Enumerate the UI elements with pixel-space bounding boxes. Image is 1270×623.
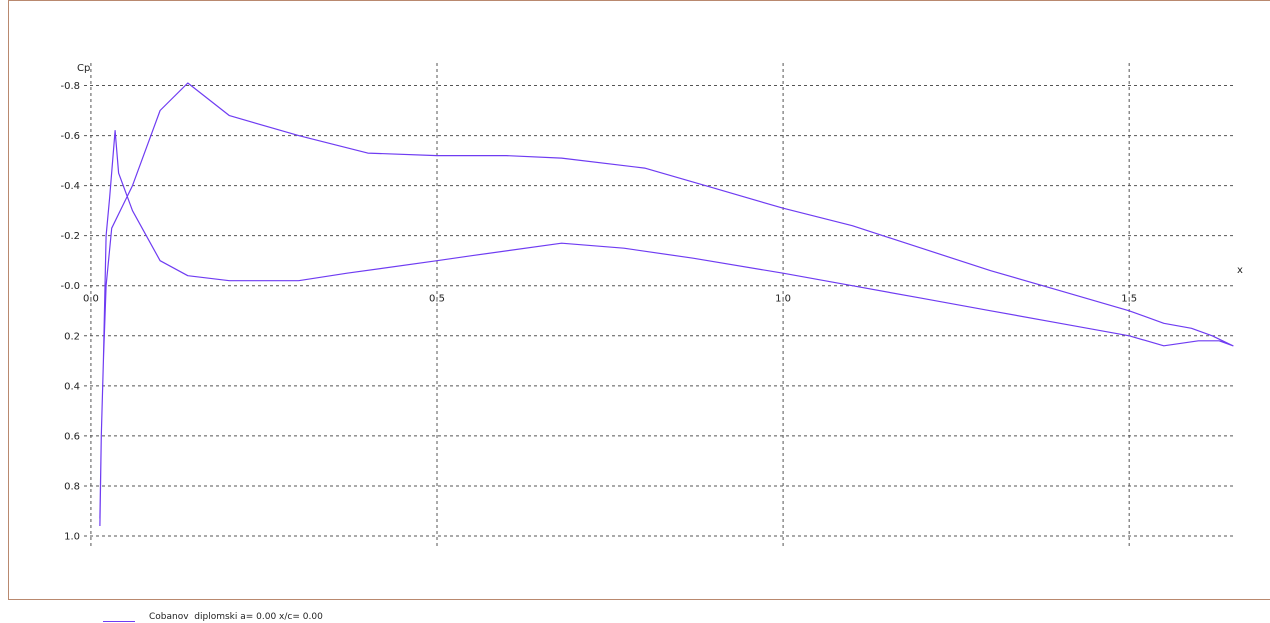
y-tick-label: 0.4	[64, 381, 80, 392]
y-tick-label: 1.0	[64, 531, 80, 542]
legend: Cobanov diplomski a= 0.00 x/c= 0.00	[103, 612, 323, 623]
cp-chart: -0.8 -0.6 -0.4 -0.2 -0.0 0.2 0.4 0.6 0.8 1.0 0.0 0.…	[60, 63, 1243, 546]
y-tick-label: 0.6	[64, 431, 80, 442]
y-tick-label: -0.2	[60, 231, 80, 242]
legend-label: Cobanov diplomski a= 0.00 x/c= 0.00	[149, 612, 323, 622]
y-tick-label: -0.8	[60, 81, 80, 92]
chart-frame: -0.8 -0.6 -0.4 -0.2 -0.0 0.2 0.4 0.6 0.8 1.0 0.0 0.…	[8, 0, 1270, 600]
y-tick-label: 0.8	[64, 481, 80, 492]
x-tick-label: 0.5	[429, 294, 445, 305]
series-line-0	[99, 82, 1234, 527]
x-tick-label: 0.0	[83, 294, 99, 305]
series-layer	[99, 82, 1234, 527]
y-tick-label: 0.2	[64, 331, 80, 342]
y-tick-label: -0.0	[60, 281, 80, 292]
x-tick-label: 1.0	[775, 294, 791, 305]
legend-swatch	[103, 621, 135, 622]
y-axis-label: Cp	[77, 63, 90, 74]
y-tick-label: -0.6	[60, 131, 80, 142]
ticks-layer: -0.8 -0.6 -0.4 -0.2 -0.0 0.2 0.4 0.6 0.8 1.0 0.0 0.…	[60, 81, 1137, 542]
y-tick-label: -0.4	[60, 181, 80, 192]
grid-layer	[84, 63, 1233, 546]
x-tick-label: 1.5	[1121, 294, 1137, 305]
x-axis-label: x	[1237, 265, 1243, 276]
